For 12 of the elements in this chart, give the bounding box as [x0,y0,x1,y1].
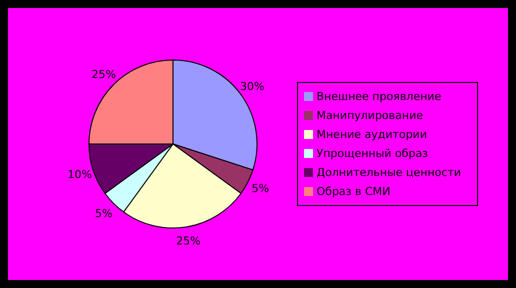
data-label: 25% [176,234,201,248]
legend-label: Образ в СМИ [316,185,390,198]
data-label: 5% [94,206,112,220]
legend-label: Внешнее проявление [316,90,442,103]
data-label: 5% [252,182,270,195]
data-label: 30% [240,80,265,93]
legend-label: Долнительные ценности [316,166,461,179]
legend-label: Мнение аудитории [316,128,427,141]
legend-label: Манипулирование [316,109,423,122]
data-label: 25% [91,68,116,82]
legend-label: Упрощенный образ [316,147,428,160]
data-label: 10% [68,168,92,181]
